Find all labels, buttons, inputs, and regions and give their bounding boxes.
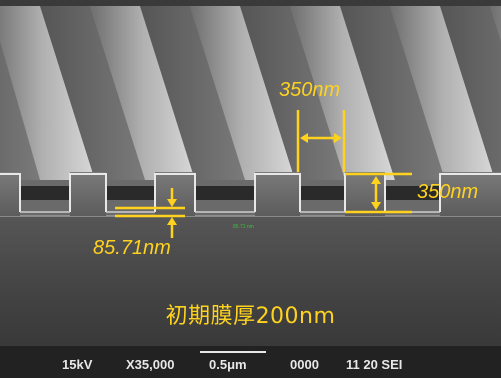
voltage-readout: 15kV (62, 357, 93, 372)
scale-readout: 0.5μm (209, 357, 247, 372)
code-readout: 0000 (290, 357, 319, 372)
info-numbers-readout: 11 20 SEI (346, 357, 403, 372)
small-measurement-marker: 85.71 nm (233, 224, 254, 230)
top-strip (0, 0, 501, 6)
sem-info-bar: 15kV X35,000 0.5μm 0000 11 20 SEI (0, 350, 501, 378)
residual-dimension-arrow (115, 188, 185, 238)
line-height-label: 350nm (417, 181, 479, 203)
pitch-width-label: 350nm (279, 79, 341, 101)
grating-ridges (0, 6, 501, 180)
residual-thickness-label: 85.71nm (93, 237, 171, 259)
height-dimension-arrow (345, 172, 412, 214)
magnification-readout: X35,000 (126, 357, 175, 372)
width-dimension-arrow (296, 110, 346, 172)
cross-section-blocks (0, 172, 501, 216)
initial-film-thickness-caption: 初期膜厚200nm (165, 304, 336, 329)
scale-bar (200, 351, 266, 353)
